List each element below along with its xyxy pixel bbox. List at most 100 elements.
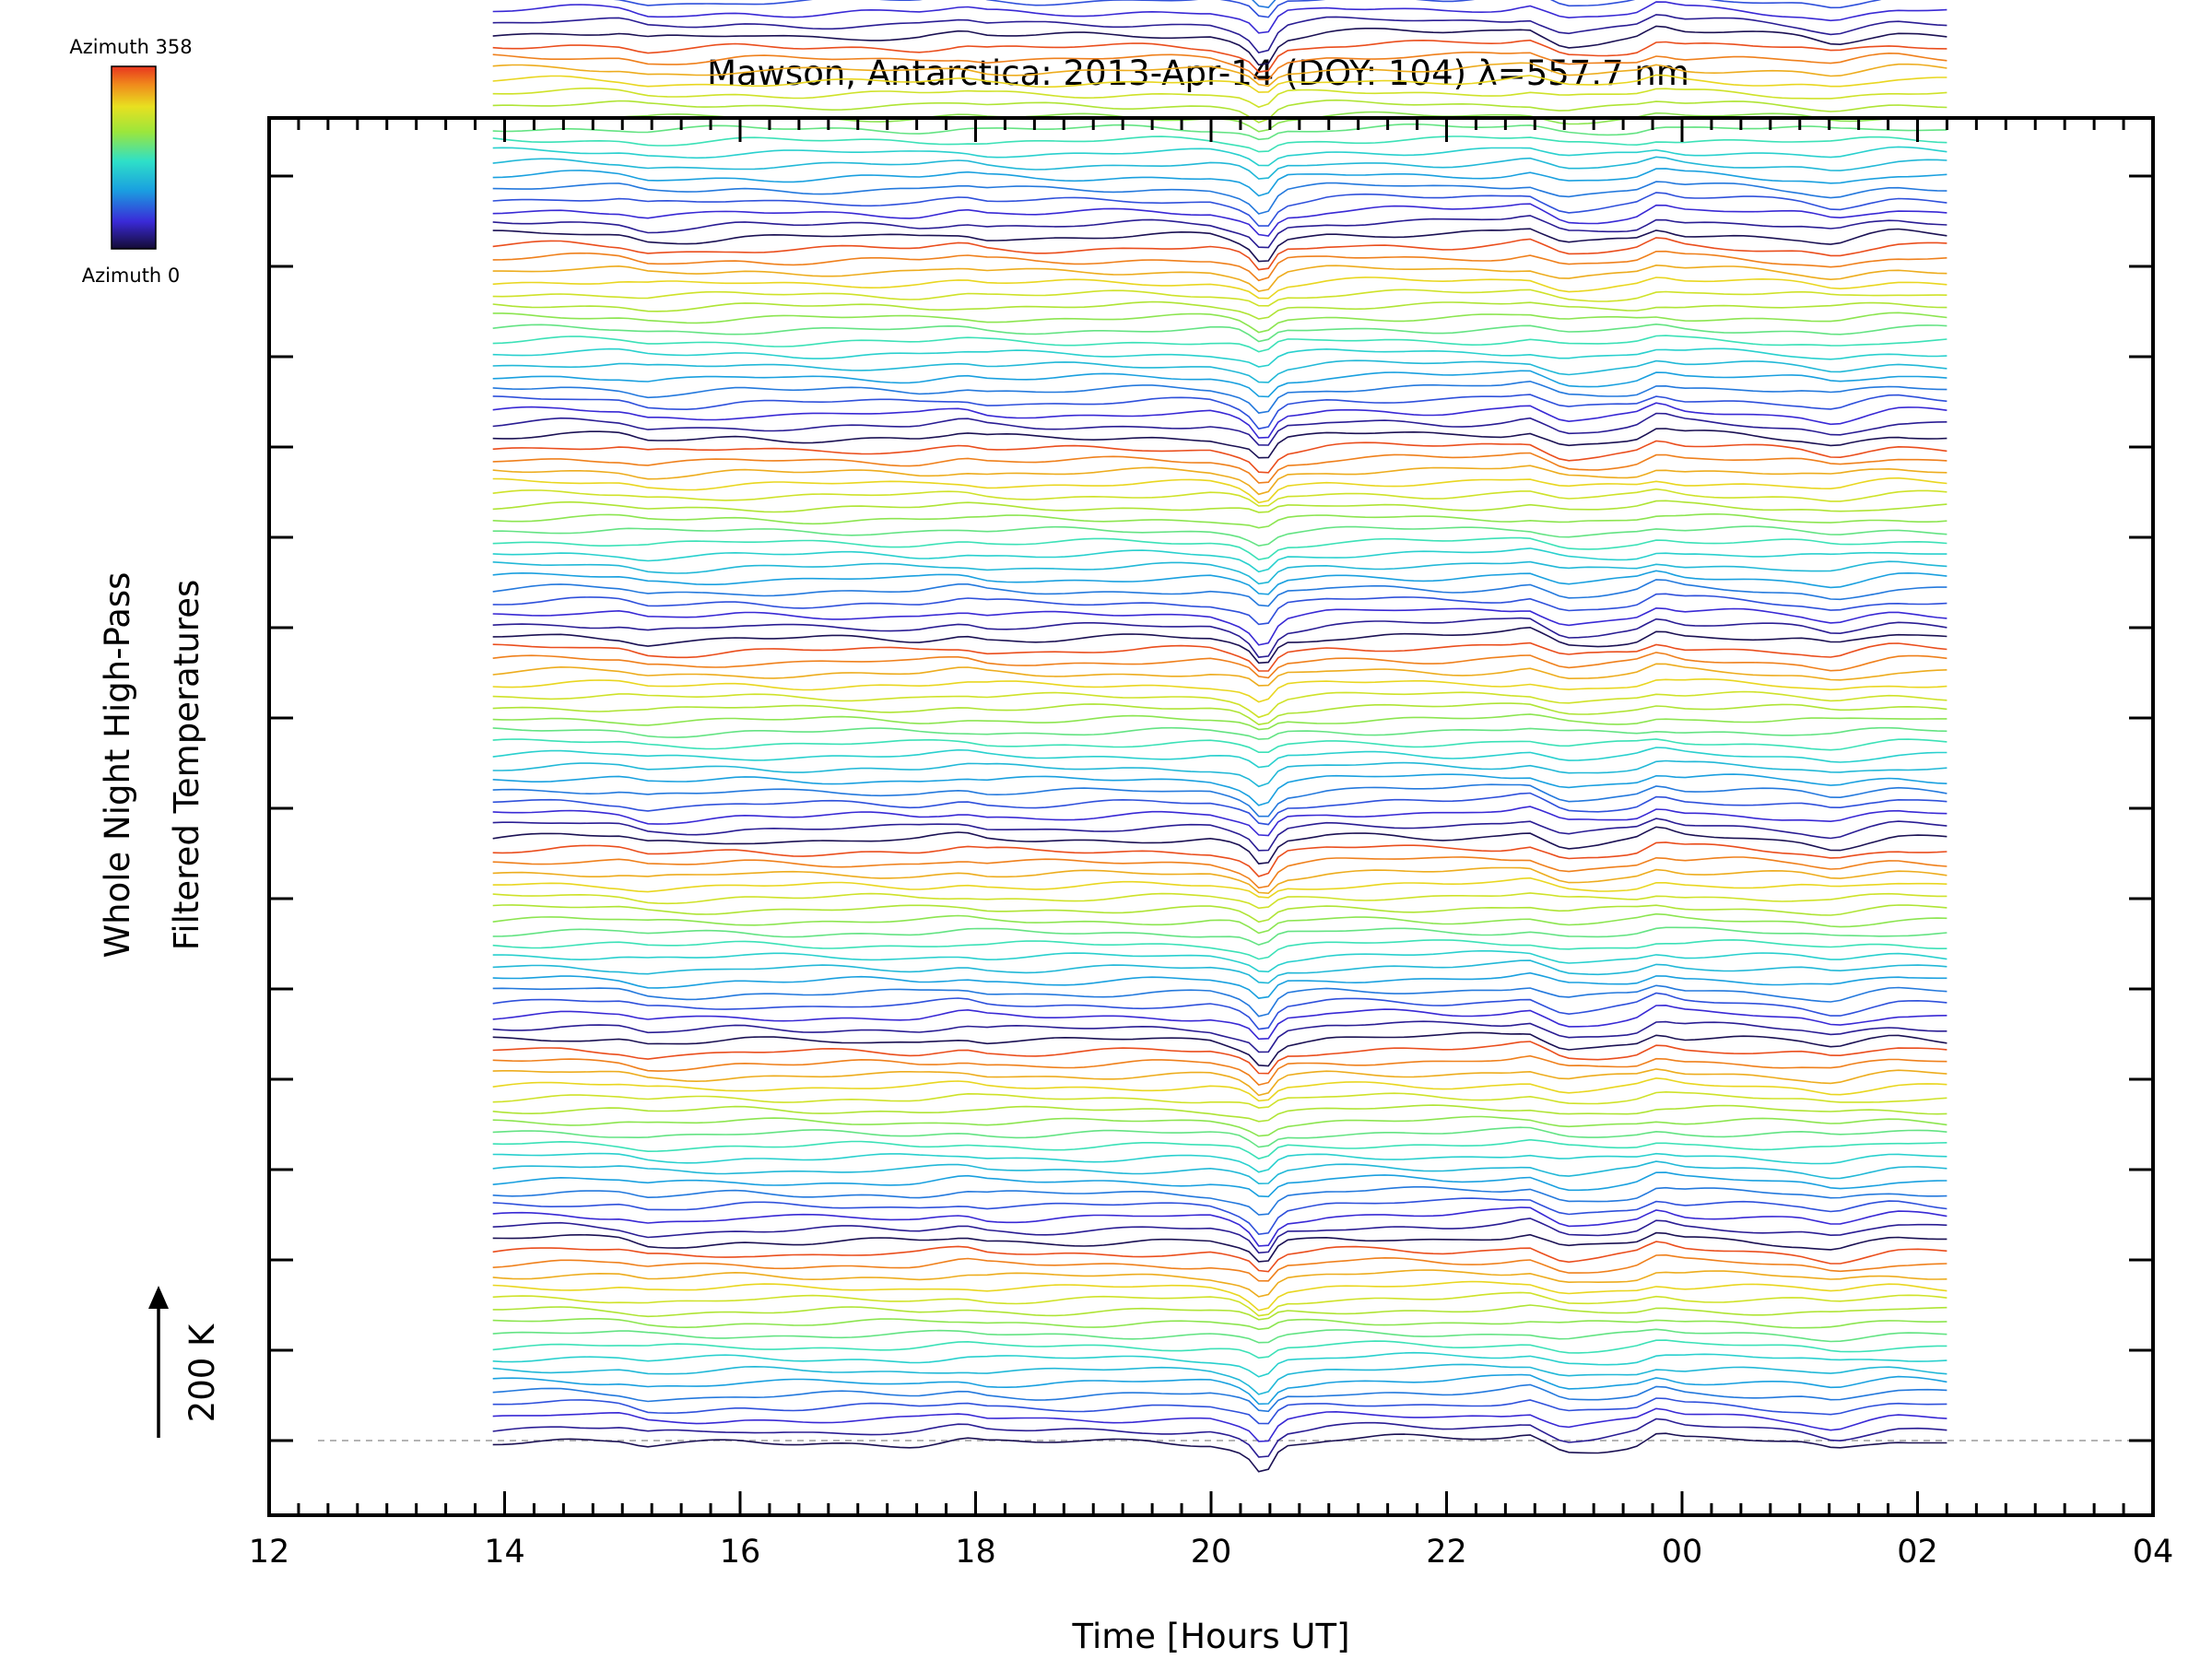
trace-line (492, 1115, 1947, 1137)
x-tick-label: 12 (249, 1534, 290, 1571)
trace-line (492, 452, 1947, 484)
colorbar-top-label: Azimuth 358 (69, 36, 192, 58)
x-tick-label: 22 (1426, 1534, 1467, 1571)
trace-line (492, 702, 1947, 725)
colorbar: Azimuth 358 Azimuth 0 (69, 36, 192, 287)
trace-line (492, 440, 1947, 474)
trace-line (492, 536, 1947, 561)
trace-line (492, 783, 1947, 818)
trace-line (492, 1241, 1947, 1273)
trace-line (492, 51, 1947, 81)
trace-line (492, 984, 1947, 1018)
trace-line (492, 1077, 1947, 1102)
trace-line (492, 1432, 1947, 1473)
trace-line (492, 926, 1947, 947)
scale-label: 200 K (182, 1323, 222, 1422)
trace-line (492, 992, 1947, 1030)
trace-line (492, 792, 1947, 826)
trace-line (492, 1291, 1947, 1317)
scale-arrow (148, 1286, 169, 1438)
trace-line (492, 747, 1947, 769)
trace-line (492, 971, 1947, 999)
trace-line (492, 904, 1947, 924)
trace-line (492, 394, 1947, 430)
trace-line (492, 512, 1947, 529)
trace-line (492, 1218, 1947, 1254)
x-tick-label: 14 (484, 1534, 525, 1571)
trace-line (492, 288, 1947, 307)
trace-line (492, 62, 1947, 88)
trace-line (492, 477, 1947, 504)
trace-line (492, 156, 1947, 180)
trace-line (492, 959, 1947, 984)
trace-line (492, 1171, 1947, 1198)
trace-line (492, 938, 1947, 960)
x-tick-label: 02 (1897, 1534, 1938, 1571)
trace-line (492, 1339, 1947, 1359)
x-tick-labels: 12 14 16 18 20 22 00 02 04 (249, 1534, 2174, 1571)
trace-line (492, 1407, 1947, 1442)
trace-line (492, 74, 1947, 93)
x-tick-label: 16 (720, 1534, 761, 1571)
trace-line (492, 877, 1947, 899)
trace-line (492, 570, 1947, 595)
trace-line (492, 1041, 1947, 1075)
trace-line (492, 841, 1947, 877)
trace-line (492, 759, 1947, 788)
trace-line (492, 525, 1947, 547)
trace-line (492, 1269, 1947, 1298)
x-tick-label: 00 (1662, 1534, 1703, 1571)
trace-line (492, 300, 1947, 320)
trace-line (492, 264, 1947, 292)
trace-line (492, 323, 1947, 343)
trace-line (492, 168, 1947, 197)
x-axis-label: Time [Hours UT] (1071, 1617, 1349, 1656)
trace-line (492, 617, 1947, 658)
trace-line (492, 359, 1947, 383)
trace-line (492, 892, 1947, 910)
trace-line (492, 912, 1947, 935)
trace-line (492, 402, 1947, 439)
trace-line (492, 215, 1947, 249)
colorbar-gradient (111, 65, 157, 250)
trace-line (492, 1160, 1947, 1185)
trace-line (492, 1304, 1947, 1321)
trace-line (492, 1104, 1947, 1123)
trace-line (492, 1318, 1947, 1331)
axis-ticks (267, 118, 2155, 1515)
chart-title: Mawson, Antarctica: 2013-Apr-14 (DOY: 10… (707, 53, 1689, 93)
trace-line (492, 1418, 1947, 1458)
x-tick-label: 04 (2133, 1534, 2174, 1571)
trace-line (492, 547, 1947, 573)
trace-line (492, 593, 1947, 626)
trace-line (492, 1397, 1947, 1425)
trace-line (492, 652, 1947, 679)
trace-stack (492, 0, 1947, 1473)
trace-line (492, 1068, 1947, 1097)
trace-line (492, 949, 1947, 973)
y-axis-label-line1: Whole Night High-Pass (98, 572, 137, 959)
trace-line (492, 87, 1947, 109)
trace-line (492, 1253, 1947, 1282)
trace-line (492, 1, 1947, 34)
trace-line (492, 428, 1947, 459)
trace-line (492, 1383, 1947, 1413)
trace-line (492, 1020, 1947, 1053)
trace-line (492, 856, 1947, 889)
trace-line (492, 192, 1947, 227)
trace-line (492, 25, 1947, 66)
trace-line (492, 99, 1947, 124)
trace-line (492, 181, 1947, 215)
trace-line (492, 1373, 1947, 1406)
trace-line (492, 738, 1947, 753)
trace-line (492, 1328, 1947, 1344)
trace-line (492, 713, 1947, 731)
trace-line (492, 412, 1947, 446)
trace-line (492, 818, 1947, 852)
trace-line (492, 1351, 1947, 1378)
trace-line (492, 726, 1947, 740)
trace-line (492, 380, 1947, 414)
trace-line (492, 1206, 1947, 1247)
trace-line (492, 370, 1947, 398)
